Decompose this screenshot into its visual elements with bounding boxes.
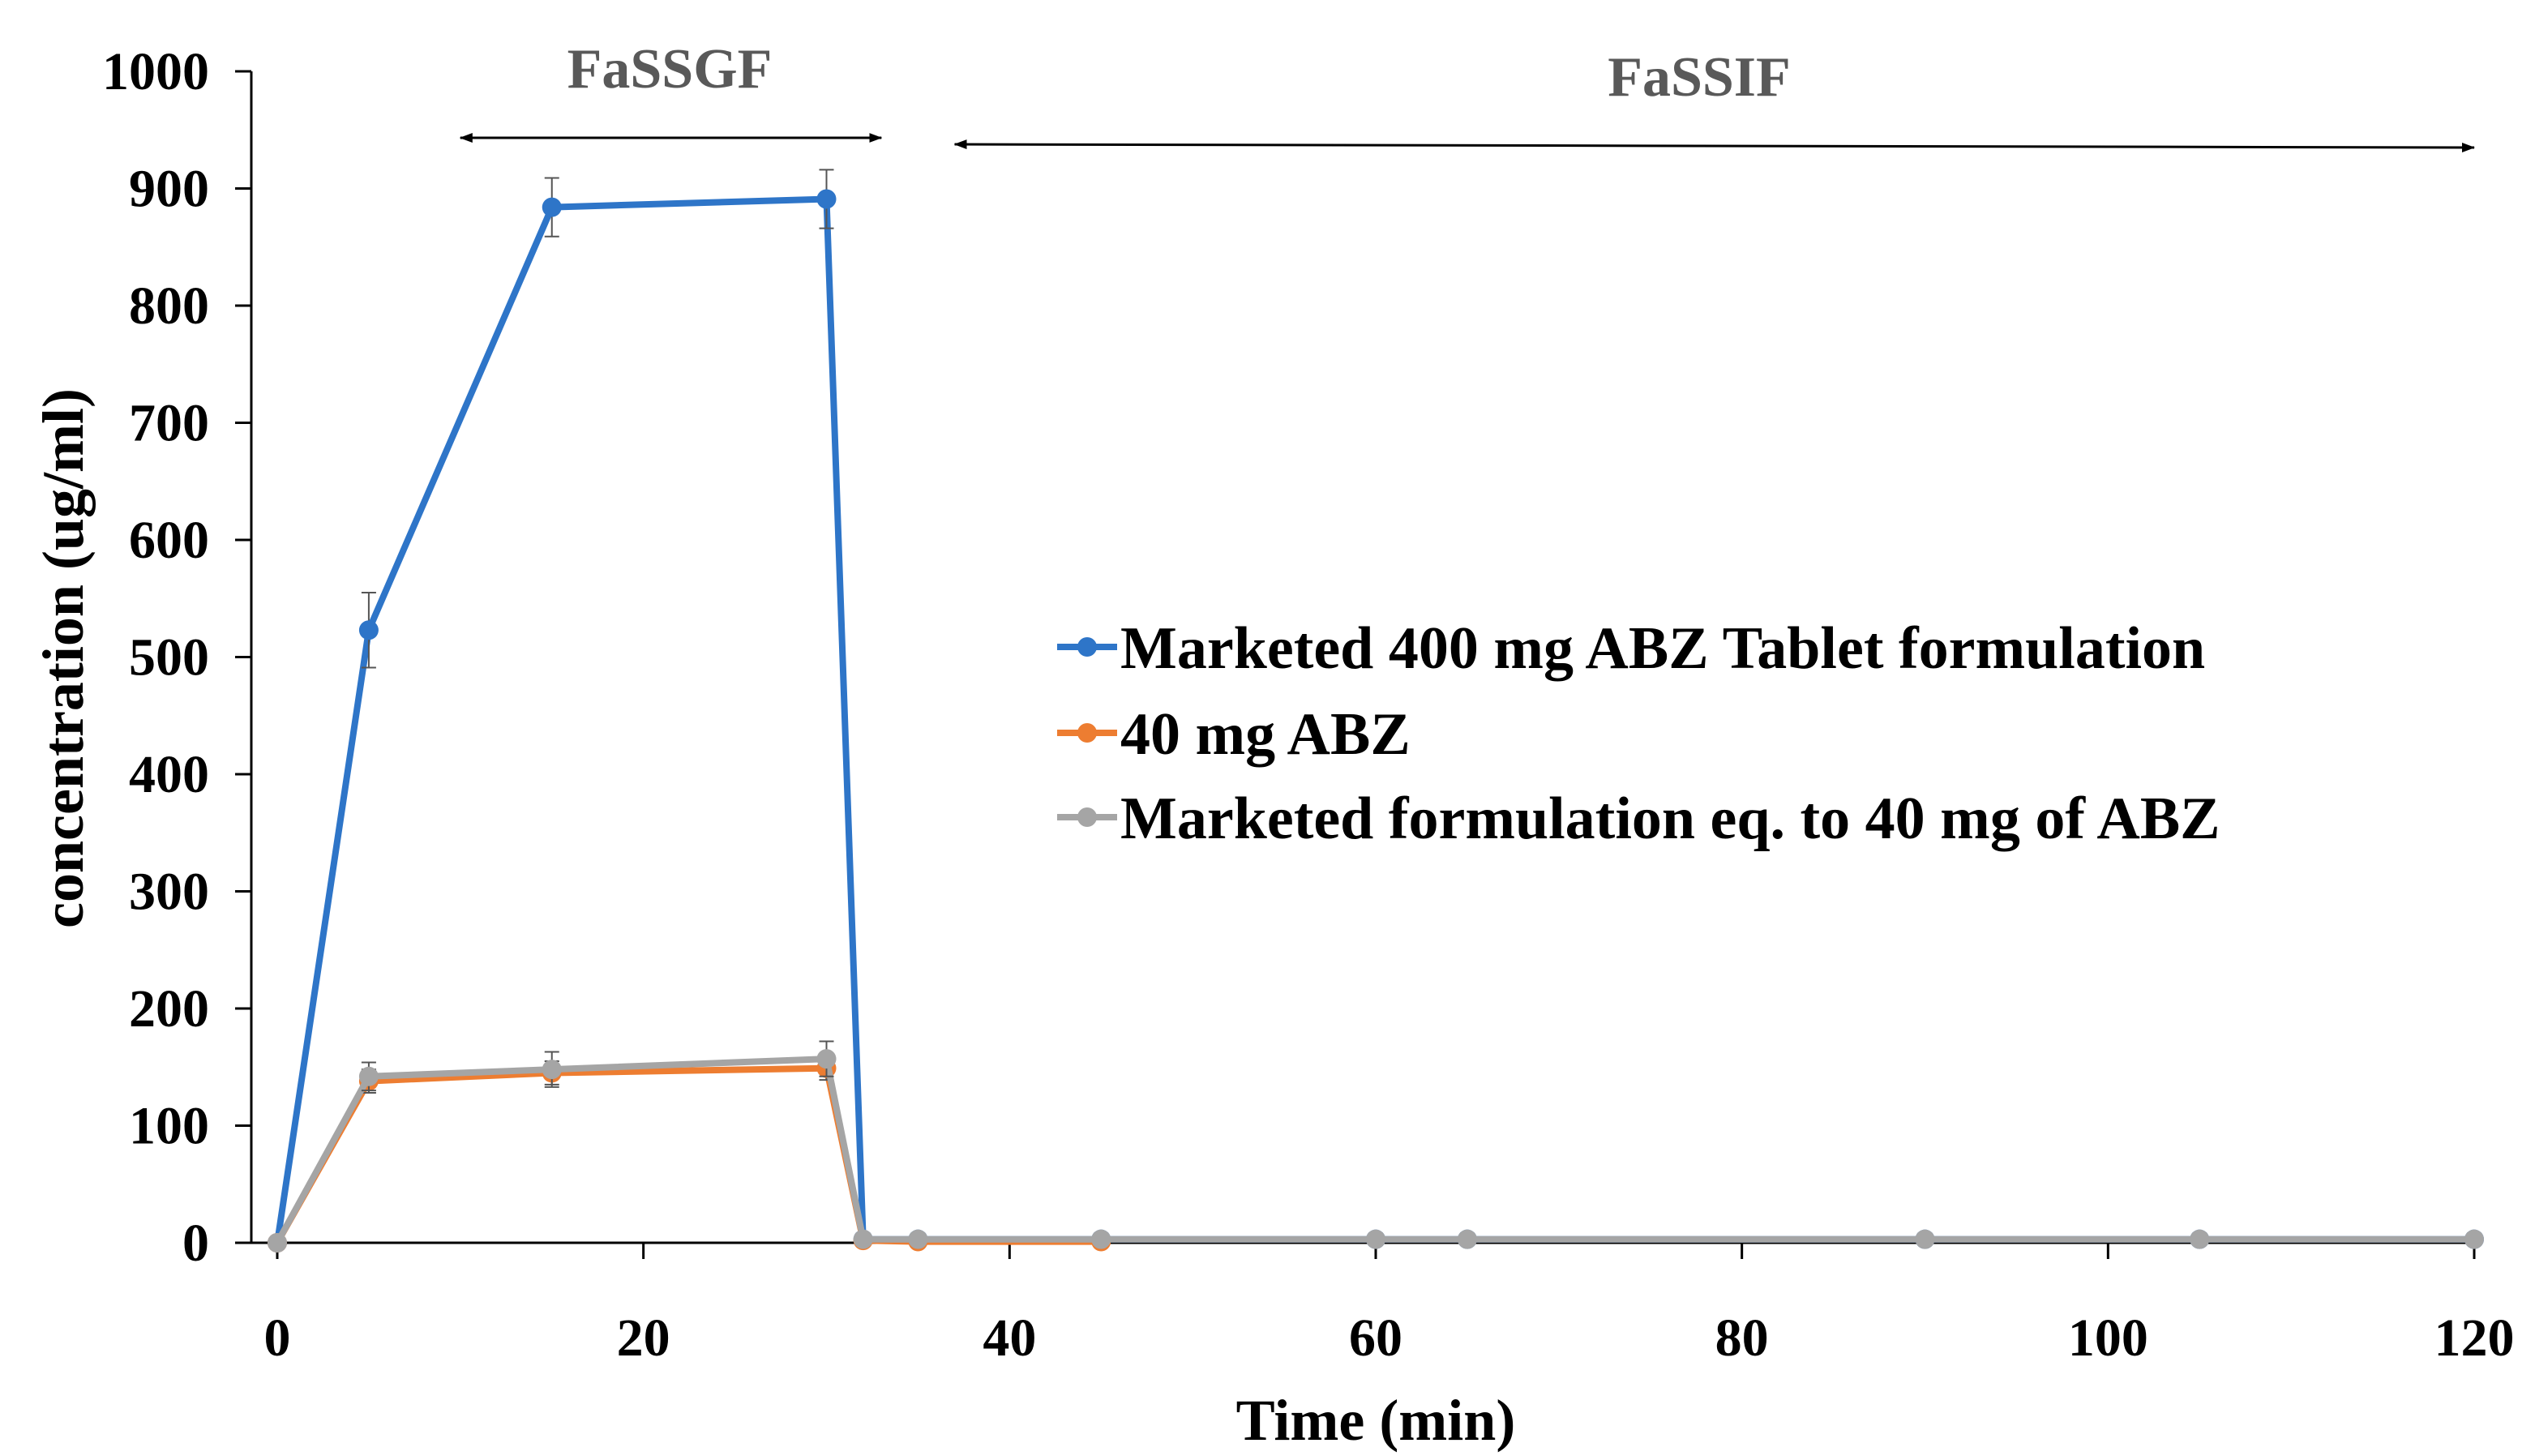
- x-axis-title: Time (min): [1236, 1388, 1516, 1453]
- data-point: [816, 189, 837, 209]
- y-tick-label: 800: [129, 276, 209, 336]
- y-tick-label: 700: [129, 394, 209, 453]
- legend-marker: [1077, 637, 1097, 657]
- phase-annotations: FaSSGF FaSSIF: [459, 38, 2475, 152]
- phase-arrow: [953, 139, 2475, 152]
- phase-label: FaSSGF: [567, 38, 773, 101]
- data-point: [816, 1049, 837, 1069]
- x-tick-label: 40: [983, 1308, 1036, 1368]
- data-point: [2464, 1229, 2484, 1249]
- x-tick-label: 0: [264, 1308, 291, 1368]
- legend-marker: [1077, 723, 1097, 743]
- y-tick-label: 400: [129, 745, 209, 804]
- series-line: [274, 1064, 1102, 1245]
- y-tick-label: 300: [129, 863, 209, 922]
- series-2: [268, 1056, 1111, 1253]
- legend-item-3: Marketed formulation eq. to 40 mg of ABZ: [1057, 786, 2220, 852]
- y-tick-label: 900: [129, 160, 209, 219]
- x-tick-label: 120: [2434, 1308, 2515, 1368]
- legend-label: 40 mg ABZ: [1120, 701, 1411, 768]
- axes: 0 100 200 300 400 500 600 700 800 900 1000 0 20 40 60 8…: [31, 42, 2515, 1453]
- legend-item-2: 40 mg ABZ: [1057, 701, 1411, 768]
- legend: Marketed 400 mg ABZ Tablet formulation 40…: [1057, 615, 2220, 852]
- series-line: [274, 1056, 2474, 1244]
- data-point: [542, 1060, 562, 1080]
- y-tick-label: 1000: [102, 42, 209, 101]
- data-point: [2190, 1229, 2210, 1249]
- x-tick-label: 80: [1715, 1308, 1769, 1368]
- legend-marker: [1077, 807, 1097, 827]
- legend-label: Marketed formulation eq. to 40 mg of ABZ: [1120, 786, 2220, 852]
- data-point: [358, 1066, 379, 1086]
- x-tick-label: 100: [2068, 1308, 2148, 1368]
- y-tick-label: 600: [129, 511, 209, 570]
- data-point: [1366, 1229, 1385, 1249]
- y-tick-label: 0: [182, 1214, 209, 1273]
- data-point: [1915, 1229, 1935, 1249]
- y-tick-label: 500: [129, 628, 209, 687]
- x-tick-label: 20: [617, 1308, 670, 1368]
- data-point: [908, 1229, 928, 1249]
- series-3: [268, 1040, 2484, 1253]
- data-point: [542, 197, 562, 217]
- x-tick-label: 60: [1349, 1308, 1402, 1368]
- plot-area: [268, 169, 2484, 1253]
- y-tick-label: 100: [129, 1097, 209, 1156]
- y-axis-title: concentration (ug/ml): [31, 388, 96, 928]
- legend-item-1: Marketed 400 mg ABZ Tablet formulation: [1057, 615, 2205, 682]
- y-tick-label: 200: [129, 979, 209, 1038]
- data-point: [358, 620, 379, 640]
- legend-label: Marketed 400 mg ABZ Tablet formulation: [1120, 615, 2205, 682]
- data-point: [1457, 1229, 1477, 1249]
- data-point: [1091, 1229, 1111, 1249]
- data-point: [853, 1229, 873, 1249]
- data-point: [268, 1233, 287, 1253]
- phase-label: FaSSIF: [1608, 46, 1791, 109]
